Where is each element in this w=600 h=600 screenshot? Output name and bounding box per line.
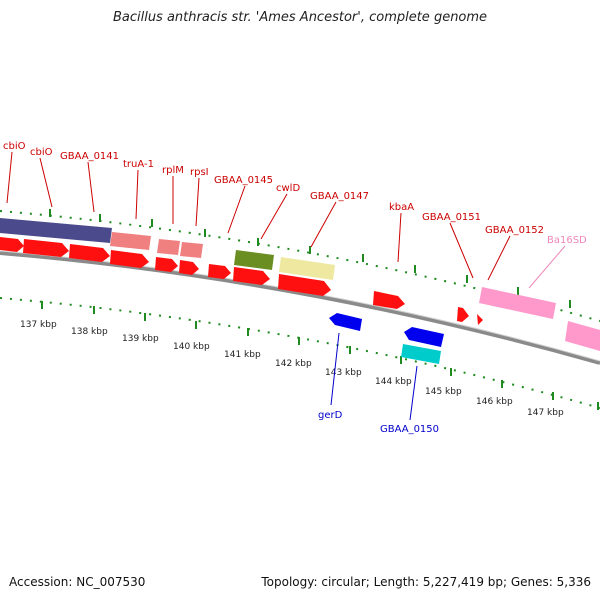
- lower-tick-line: [0, 297, 600, 410]
- scale-label: 142 kbp: [275, 359, 312, 369]
- gene-cwlD-feature[interactable]: [279, 257, 335, 280]
- gene-label-Ba16SD[interactable]: Ba16SD: [547, 235, 587, 246]
- gene-GBAA_0145-feature[interactable]: [234, 250, 274, 270]
- genome-backbone: [0, 251, 600, 365]
- gene-label-truA-1[interactable]: truA-1: [123, 159, 154, 170]
- gene-arrow[interactable]: [278, 274, 331, 296]
- scale-label: 143 kbp: [325, 368, 362, 378]
- gene-arrow[interactable]: [110, 250, 149, 268]
- gene-arrow[interactable]: [155, 257, 178, 272]
- gene-Ba16SD-feature[interactable]: [479, 287, 556, 319]
- leader-line: [6, 151, 13, 204]
- gene-rplM-feature[interactable]: [157, 239, 180, 255]
- gene-arrow[interactable]: [373, 291, 405, 309]
- leader-line: [409, 365, 418, 421]
- gene-right-pink-feature[interactable]: [565, 321, 600, 351]
- leader-line: [310, 201, 337, 248]
- gene-label-GBAA_0152[interactable]: GBAA_0152: [485, 225, 544, 236]
- scale-label: 138 kbp: [71, 327, 108, 337]
- gene-arrow[interactable]: [477, 314, 483, 325]
- gene-arrow[interactable]: [208, 264, 231, 279]
- accession-text: Accession: NC_007530: [9, 575, 146, 589]
- leader-line: [227, 185, 246, 234]
- gene-rpsI-feature[interactable]: [180, 242, 203, 258]
- scale-label: 146 kbp: [476, 397, 513, 407]
- scale-label: 147 kbp: [527, 408, 564, 418]
- gene-label-cbiO-2[interactable]: cbiO: [30, 147, 53, 158]
- gene-label-GBAA_0151[interactable]: GBAA_0151: [422, 212, 481, 223]
- map-title: Bacillus anthracis str. 'Ames Ancestor',…: [112, 10, 488, 25]
- leader-line: [87, 161, 95, 213]
- gene-label-GBAA_0141[interactable]: GBAA_0141: [60, 151, 119, 162]
- leader-line: [39, 157, 53, 208]
- gene-cbiO-feature[interactable]: [0, 218, 112, 243]
- leader-line: [135, 169, 139, 220]
- leader-line: [330, 332, 340, 406]
- leader-line: [487, 235, 511, 281]
- scale-label: 141 kbp: [224, 350, 261, 360]
- leader-line: [449, 222, 474, 279]
- gene-arrow[interactable]: [457, 307, 469, 322]
- gene-label-kbaA[interactable]: kbaA: [389, 202, 414, 213]
- gene-reverse-blue-feature[interactable]: [404, 327, 444, 347]
- genome-summary-text: Topology: circular; Length: 5,227,419 bp…: [261, 575, 591, 589]
- upper-tick-line: [0, 209, 600, 322]
- gene-GBAA_0150-feature[interactable]: [401, 344, 441, 364]
- gene-arrow[interactable]: [69, 244, 110, 262]
- gene-gerD-feature[interactable]: [329, 313, 362, 331]
- scale-label: 139 kbp: [122, 334, 159, 344]
- gene-cbiO-2-feature[interactable]: [110, 232, 151, 250]
- scale-label: 145 kbp: [425, 387, 462, 397]
- gene-label-GBAA_0150[interactable]: GBAA_0150: [380, 424, 439, 435]
- leader-line: [397, 212, 402, 263]
- gene-arrow[interactable]: [0, 237, 24, 252]
- gene-arrow[interactable]: [179, 260, 199, 275]
- leader-line: [195, 177, 200, 227]
- gene-label-cbiO[interactable]: cbiO: [3, 141, 26, 152]
- gene-label-rplM[interactable]: rplM: [162, 165, 184, 176]
- red-gene-arrows: [0, 237, 483, 325]
- gene-arrow[interactable]: [23, 239, 69, 257]
- gene-arrow[interactable]: [233, 267, 270, 285]
- gene-label-GBAA_0147[interactable]: GBAA_0147: [310, 191, 369, 202]
- gene-label-cwlD[interactable]: cwlD: [276, 183, 300, 194]
- gene-label-GBAA_0145[interactable]: GBAA_0145: [214, 175, 273, 186]
- leader-line: [260, 193, 288, 240]
- scale-label: 137 kbp: [20, 320, 57, 330]
- leader-line: [528, 245, 566, 289]
- gene-label-rpsI[interactable]: rpsI: [190, 167, 209, 178]
- scale-label: 144 kbp: [375, 377, 412, 387]
- scale-label: 140 kbp: [173, 342, 210, 352]
- gene-label-gerD[interactable]: gerD: [318, 410, 343, 421]
